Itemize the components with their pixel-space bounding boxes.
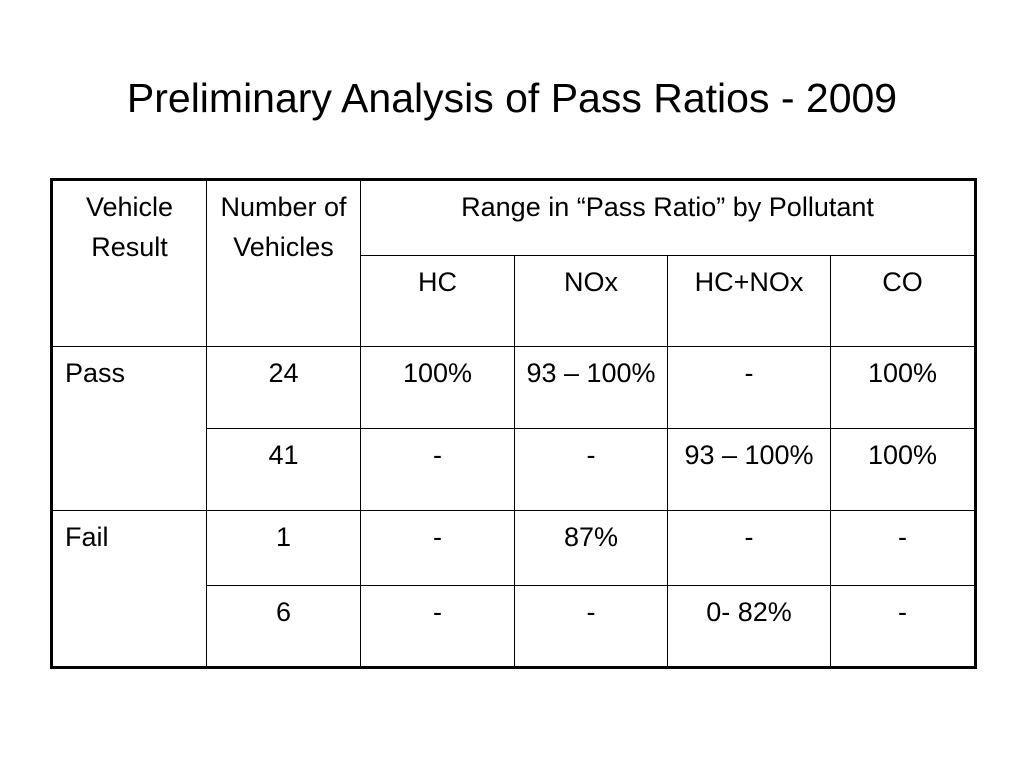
- header-number-of-vehicles: Number of Vehicles: [206, 179, 361, 347]
- cell-hc-nox: -: [667, 510, 831, 586]
- cell-nox: 93 – 100%: [514, 346, 668, 429]
- cell-count: 1: [206, 510, 361, 586]
- cell-hc: -: [360, 428, 515, 511]
- cell-nox: 87%: [514, 510, 668, 586]
- header-row-top: Vehicle Result Number of Vehicles Range …: [51, 179, 977, 347]
- header-hc-nox: HC+NOx: [667, 255, 831, 347]
- cell-hc-nox: -: [667, 346, 831, 429]
- cell-count: 41: [206, 428, 361, 511]
- cell-nox: -: [514, 585, 668, 668]
- header-co: CO: [829, 255, 977, 347]
- cell-nox: -: [514, 428, 668, 511]
- cell-hc-nox: 0- 82%: [667, 585, 831, 668]
- cell-co: 100%: [829, 428, 977, 511]
- cell-hc: 100%: [360, 346, 515, 429]
- table-row: Pass 24 100% 93 – 100% - 100%: [51, 346, 977, 511]
- cell-co: -: [829, 510, 977, 586]
- page-title: Preliminary Analysis of Pass Ratios - 20…: [126, 75, 898, 121]
- cell-co: 100%: [829, 346, 977, 429]
- vehicle-result-fail: Fail: [51, 510, 207, 668]
- header-range-group: Range in “Pass Ratio” by Pollutant: [359, 179, 977, 256]
- results-table-container: Vehicle Result Number of Vehicles Range …: [50, 178, 978, 669]
- cell-hc-nox: 93 – 100%: [667, 428, 831, 511]
- table-row: 6 - - 0- 82% -: [52, 585, 977, 668]
- cell-hc: -: [360, 585, 515, 668]
- header-hc: HC: [360, 255, 515, 347]
- cell-count: 24: [206, 346, 361, 429]
- table-row: 41 - - 93 – 100% 100%: [52, 428, 977, 511]
- cell-hc: -: [360, 510, 515, 586]
- vehicle-result-pass: Pass: [51, 346, 207, 511]
- table-row: Fail 1 - 87% - -: [51, 510, 977, 668]
- cell-co: -: [829, 585, 977, 668]
- header-nox: NOx: [514, 255, 668, 347]
- cell-count: 6: [206, 585, 361, 668]
- results-table: Vehicle Result Number of Vehicles Range …: [50, 178, 978, 669]
- header-vehicle-result: Vehicle Result: [51, 179, 207, 347]
